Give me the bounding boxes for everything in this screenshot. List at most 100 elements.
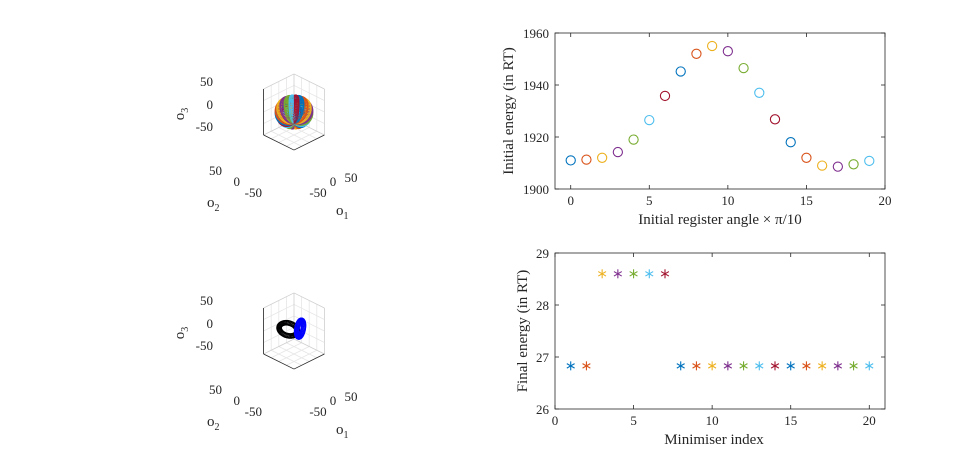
rings-3d-z-ticks: 50 0 -50: [196, 293, 213, 353]
data-point: [865, 361, 874, 371]
rings-3d-y-label: o2: [207, 414, 220, 433]
axes-line: [271, 130, 302, 147]
rings-3d-axes-box: [263, 292, 325, 370]
data-point: [864, 155, 875, 167]
x-tick-label: 0: [552, 413, 559, 428]
torus-3d-y-ticks: 50 0 -50: [209, 163, 262, 200]
axes-line: [263, 134, 295, 151]
y-tick-label: 1960: [523, 26, 549, 41]
torus-3d-series: [274, 94, 314, 130]
data-point: [293, 100, 300, 107]
rings-3d-z-tick: -50: [196, 338, 213, 353]
torus-3d-plot: 50 0 -50 50 0 -50 -50 0 50 o3 o2 o1: [172, 73, 358, 222]
rings-3d-z-tick: 0: [207, 316, 214, 331]
torus-3d-y-tick: 50: [209, 163, 222, 178]
initial-energy-y-ticks: 1900 1920 1940 1960: [523, 26, 549, 197]
data-point: [581, 154, 592, 165]
data-point: [659, 90, 671, 102]
data-point: [691, 48, 702, 59]
rings-3d-plot: 50 0 -50 50 0 -50 -50 0 50 o3 o2 o1: [172, 292, 358, 441]
data-point: [832, 161, 844, 172]
data-point: [612, 146, 624, 158]
rings-3d-z-label: o3: [172, 327, 191, 340]
torus-3d-z-ticks: 50 0 -50: [196, 74, 213, 134]
data-point: [629, 269, 638, 279]
axes-line: [293, 353, 325, 370]
final-energy-axes-box: [554, 252, 886, 410]
x-tick-label: 10: [721, 193, 734, 208]
axes-line: [263, 85, 295, 101]
torus-3d-x-tick: 0: [330, 174, 337, 189]
y-tick-label: 1900: [523, 182, 549, 197]
x-tick-label: 15: [784, 413, 797, 428]
initial-energy-x-ticks: 0 5 10 15 20: [567, 193, 891, 208]
final-energy-tick-marks: [554, 252, 885, 410]
data-point: [706, 40, 718, 52]
data-point: [596, 152, 608, 163]
y-tick-label: 26: [536, 402, 550, 417]
torus-3d-x-ticks: -50 0 50: [309, 170, 357, 200]
data-point: [769, 114, 781, 125]
data-point: [739, 361, 748, 371]
rings-3d-x-tick: 0: [330, 393, 337, 408]
initial-energy-tick-marks: [555, 32, 886, 190]
x-tick-label: 20: [863, 413, 876, 428]
rings-3d-x-ticks: -50 0 50: [309, 389, 357, 419]
rings-3d-z-tick: 50: [200, 293, 213, 308]
final-energy-ylabel: Final energy (in RT): [515, 270, 531, 393]
rings-3d-y-tick: -50: [245, 404, 262, 419]
axes-line: [271, 349, 302, 366]
data-point: [293, 329, 300, 336]
data-point: [566, 361, 575, 371]
data-point: [582, 361, 591, 371]
axes-line: [293, 134, 325, 151]
data-point: [565, 155, 576, 166]
data-point: [675, 66, 686, 77]
data-point: [833, 361, 843, 371]
final-energy-x-ticks: 0 5 10 15 20: [552, 413, 876, 428]
data-point: [786, 361, 795, 371]
data-point: [755, 361, 764, 371]
rings-3d-x-tick: 50: [345, 389, 358, 404]
axes-line: [263, 353, 295, 370]
torus-3d-z-tick: -50: [196, 119, 213, 134]
torus-3d-y-tick: 0: [234, 174, 241, 189]
rings-3d-x-label: o1: [336, 422, 349, 441]
x-tick-label: 20: [879, 193, 892, 208]
torus-3d-z-tick: 50: [200, 74, 213, 89]
data-point: [692, 361, 701, 371]
final-energy-plot: 26 27 28 29 0 5 10 15 20 Final energy (in RT) M…: [515, 246, 886, 448]
torus-3d-x-label: o1: [336, 203, 349, 222]
initial-energy-series: [565, 40, 875, 172]
data-point: [848, 159, 859, 170]
final-energy-xlabel: Minimiser index: [664, 432, 764, 448]
data-point: [785, 137, 796, 148]
torus-3d-z-label: o3: [172, 108, 191, 121]
data-point: [676, 361, 685, 371]
data-point: [802, 361, 811, 371]
data-point: [597, 269, 607, 279]
axes-line: [293, 85, 325, 101]
y-tick-label: 27: [536, 350, 550, 365]
axes-line: [263, 304, 295, 320]
rings-3d-y-tick: 50: [209, 382, 222, 397]
data-point: [770, 361, 780, 371]
torus-3d-y-label: o2: [207, 195, 220, 214]
initial-energy-ylabel: Initial energy (in RT): [501, 47, 517, 175]
data-point: [849, 361, 858, 371]
y-tick-label: 28: [536, 298, 549, 313]
torus-3d-z-tick: 0: [207, 97, 214, 112]
axes-line: [263, 338, 295, 355]
data-point: [738, 62, 749, 74]
data-point: [754, 87, 765, 98]
data-point: [628, 134, 639, 145]
final-energy-y-ticks: 26 27 28 29: [536, 246, 550, 417]
y-tick-label: 29: [536, 246, 549, 261]
data-point: [660, 269, 670, 279]
axes-line: [263, 292, 295, 309]
axes-line: [263, 73, 295, 90]
data-point: [613, 269, 623, 279]
rings-3d-series: [276, 317, 307, 340]
x-tick-label: 0: [567, 193, 574, 208]
